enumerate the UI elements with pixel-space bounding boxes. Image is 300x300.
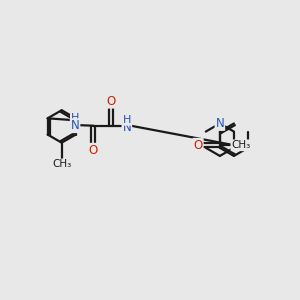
Text: N: N xyxy=(71,119,80,132)
Text: CH₃: CH₃ xyxy=(52,159,71,170)
Text: O: O xyxy=(194,139,203,152)
Text: H: H xyxy=(123,115,131,125)
Text: O: O xyxy=(106,94,115,108)
Text: N: N xyxy=(122,121,131,134)
Text: O: O xyxy=(89,144,98,157)
Text: H: H xyxy=(71,113,79,123)
Text: N: N xyxy=(215,117,224,130)
Text: CH₃: CH₃ xyxy=(231,140,250,150)
